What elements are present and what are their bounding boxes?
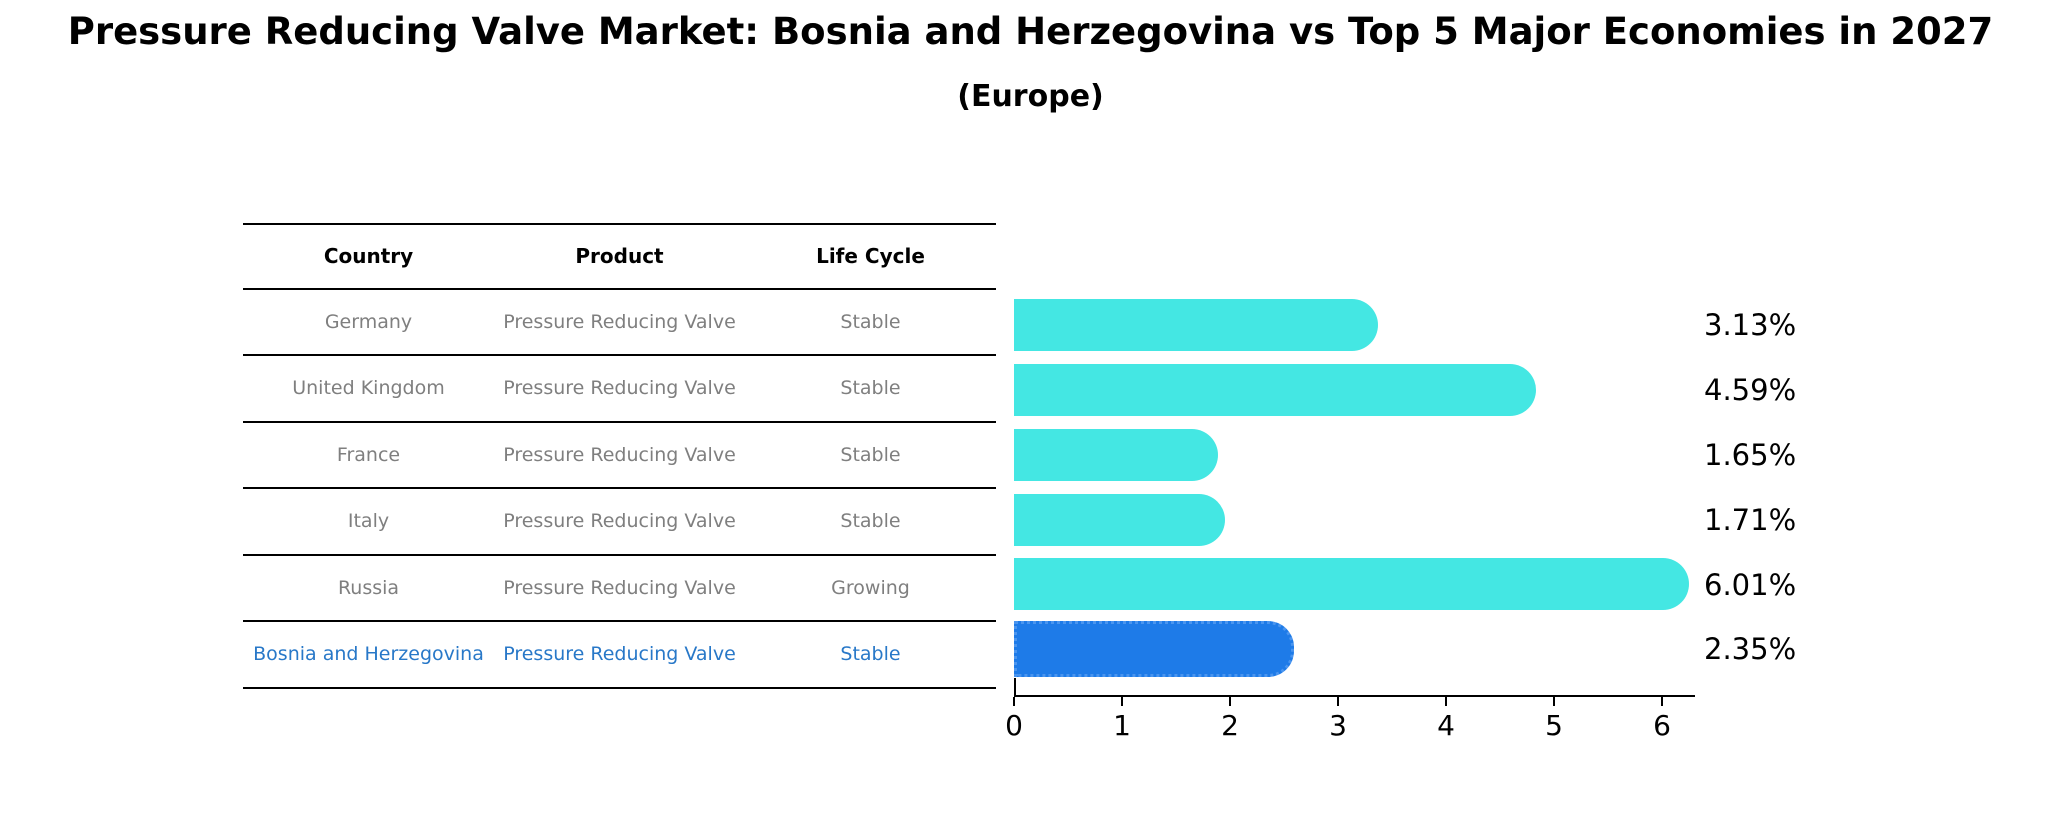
chart-title: Pressure Reducing Valve Market: Bosnia a…: [67, 10, 1994, 53]
bar-italy: [1014, 494, 1225, 546]
table-cell-product: Pressure Reducing Valve: [503, 310, 736, 333]
bar-germany: [1014, 299, 1378, 351]
bar-value-label: 2.35%: [1704, 632, 1797, 666]
x-tick: [1553, 697, 1555, 706]
x-tick-label: 2: [1221, 709, 1239, 742]
table-cell-life-cycle: Stable: [840, 643, 901, 666]
table-cell-life-cycle: Stable: [840, 377, 901, 400]
table-row: Italy Pressure Reducing Valve Stable: [243, 489, 996, 556]
x-tick-label: 5: [1545, 709, 1563, 742]
bar-france: [1014, 429, 1218, 481]
table-cell-product: Pressure Reducing Valve: [503, 576, 736, 599]
bar-united-kingdom: [1014, 364, 1536, 416]
country-table: Country Product Life Cycle Germany Press…: [243, 223, 996, 689]
x-tick: [1445, 697, 1447, 706]
table-cell-product: Pressure Reducing Valve: [503, 443, 736, 466]
table-cell-country: Russia: [337, 576, 400, 599]
bar-value-label: 1.65%: [1704, 438, 1797, 472]
table-row-highlight: Bosnia and Herzegovina Pressure Reducing…: [243, 622, 996, 689]
x-tick: [1013, 697, 1015, 706]
table-cell-life-cycle: Growing: [831, 576, 910, 599]
table-cell-life-cycle: Stable: [840, 310, 901, 333]
table-cell-country: United Kingdom: [292, 377, 445, 400]
table-cell-country: Bosnia and Herzegovina: [253, 643, 484, 666]
x-tick: [1661, 697, 1663, 706]
column-header-product: Product: [575, 244, 664, 269]
table-cell-product: Pressure Reducing Valve: [503, 510, 736, 533]
table-row: France Pressure Reducing Valve Stable: [243, 423, 996, 489]
x-tick-label: 3: [1329, 709, 1347, 742]
x-axis-line: [1014, 695, 1695, 697]
bar-russia: [1014, 558, 1689, 610]
y-axis-stub: [1014, 678, 1016, 696]
x-tick-label: 0: [1005, 709, 1023, 742]
x-tick-label: 1: [1113, 709, 1131, 742]
x-tick: [1121, 697, 1123, 706]
column-header-life-cycle: Life Cycle: [816, 244, 925, 269]
x-tick-label: 4: [1437, 709, 1455, 742]
table-row: Russia Pressure Reducing Valve Growing: [243, 556, 996, 622]
table-cell-product: Pressure Reducing Valve: [503, 643, 736, 666]
x-tick: [1229, 697, 1231, 706]
bar-value-label: 1.71%: [1704, 503, 1797, 537]
table-row: Germany Pressure Reducing Valve Stable: [243, 290, 996, 356]
bar-value-label: 3.13%: [1704, 308, 1797, 342]
chart-subtitle: (Europe): [957, 79, 1104, 114]
bar-value-label: 4.59%: [1704, 373, 1797, 407]
bar-value-label: 6.01%: [1704, 568, 1797, 602]
table-cell-life-cycle: Stable: [840, 443, 901, 466]
bar-bosnia-and-herzegovina: [1014, 621, 1294, 677]
table-cell-product: Pressure Reducing Valve: [503, 377, 736, 400]
x-tick-label: 6: [1653, 709, 1671, 742]
table-cell-country: France: [336, 443, 401, 466]
table-cell-life-cycle: Stable: [840, 510, 901, 533]
table-cell-country: Italy: [347, 510, 390, 533]
table-header-row: Country Product Life Cycle: [243, 223, 996, 290]
table-cell-country: Germany: [324, 310, 413, 333]
column-header-country: Country: [323, 244, 414, 269]
table-row: United Kingdom Pressure Reducing Valve S…: [243, 356, 996, 423]
x-tick: [1337, 697, 1339, 706]
